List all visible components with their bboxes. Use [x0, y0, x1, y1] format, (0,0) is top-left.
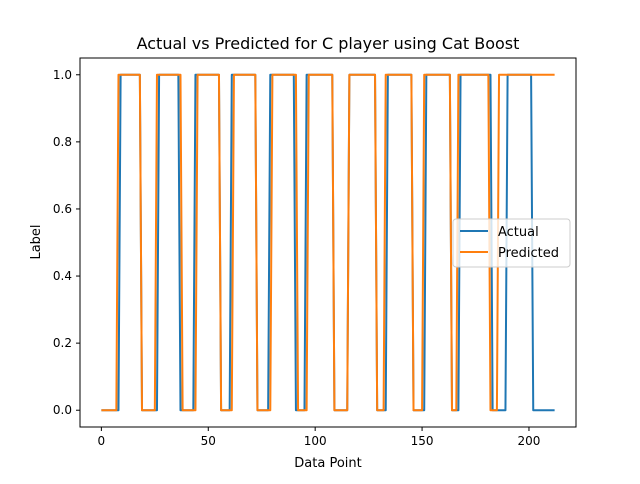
x-tick-label: 200 [518, 434, 541, 448]
y-tick-label: 0.4 [53, 269, 72, 283]
series-line-predicted [101, 73, 555, 412]
y-tick-label: 1.0 [53, 68, 72, 82]
y-tick-label: 0.8 [53, 135, 72, 149]
x-tick-label: 50 [201, 434, 216, 448]
x-axis-ticks: 0 50 100 150 200 [98, 427, 541, 448]
legend: Actual Predicted [452, 218, 571, 268]
plot-frame [79, 57, 577, 428]
x-tick-label: 0 [98, 434, 106, 448]
y-tick-label: 0.2 [53, 336, 72, 350]
chart-title: Actual vs Predicted for C player using C… [137, 34, 520, 53]
legend-label-predicted: Predicted [498, 246, 559, 261]
y-tick-label: 0.6 [53, 202, 72, 216]
legend-label-actual: Actual [498, 225, 539, 240]
y-axis-ticks: 0.0 0.2 0.4 0.6 0.8 1.0 [53, 68, 80, 417]
y-axis-label: Label [29, 224, 44, 259]
x-tick-label: 150 [411, 434, 434, 448]
x-axis-label: Data Point [294, 456, 361, 471]
y-tick-label: 0.0 [53, 403, 72, 417]
x-tick-label: 100 [304, 434, 327, 448]
